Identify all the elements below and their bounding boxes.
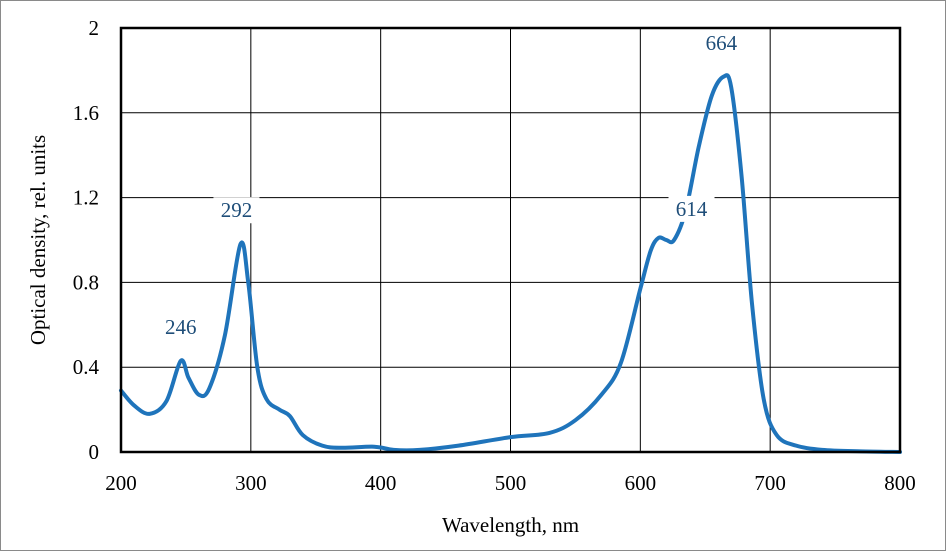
annotation-background xyxy=(157,313,204,340)
y-tick-label: 0.8 xyxy=(73,270,99,294)
x-tick-label: 500 xyxy=(495,471,527,495)
y-tick-label: 0 xyxy=(89,440,100,464)
y-tick-label: 0.4 xyxy=(73,355,100,379)
annotation-background xyxy=(668,195,715,222)
tick-labels: 200 300 400 500 600 700 800 0 0.4 0.8 1.2 1.6 2 xyxy=(73,16,916,495)
peak-annotations: 246 292 614 664 xyxy=(157,29,745,340)
x-tick-label: 200 xyxy=(105,471,137,495)
x-tick-label: 300 xyxy=(235,471,267,495)
peak-label: 292 xyxy=(221,198,253,222)
peak-label: 246 xyxy=(165,315,197,339)
grid xyxy=(120,27,901,453)
peak-label: 614 xyxy=(676,197,708,221)
y-tick-label: 2 xyxy=(89,16,100,40)
y-tick-label: 1.2 xyxy=(73,186,99,210)
spectrum-line xyxy=(119,73,902,454)
peak-label: 664 xyxy=(706,31,738,55)
x-tick-label: 400 xyxy=(365,471,397,495)
plot-area-frame xyxy=(119,26,902,454)
annotation-background xyxy=(698,29,745,56)
y-axis-label: Optical density, rel. units xyxy=(26,135,50,345)
x-tick-label: 800 xyxy=(884,471,916,495)
x-axis-label: Wavelength, nm xyxy=(442,513,579,537)
y-tick-label: 1.6 xyxy=(73,101,99,125)
x-tick-label: 700 xyxy=(754,471,786,495)
x-tick-label: 600 xyxy=(625,471,657,495)
annotation-background xyxy=(213,197,260,224)
